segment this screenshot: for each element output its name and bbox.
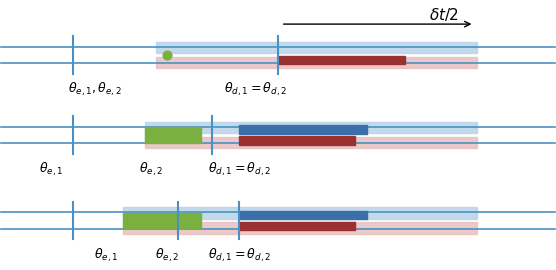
Text: $\theta_{d,1} = \theta_{d,2}$: $\theta_{d,1} = \theta_{d,2}$ bbox=[207, 247, 271, 264]
Bar bbox=[123, 213, 201, 228]
Bar bbox=[145, 137, 477, 148]
Text: $\theta_{d,1} = \theta_{d,2}$: $\theta_{d,1} = \theta_{d,2}$ bbox=[224, 81, 287, 98]
Text: $\delta t/2$: $\delta t/2$ bbox=[429, 6, 459, 23]
Bar bbox=[156, 57, 477, 68]
Text: $\theta_{e,1}$: $\theta_{e,1}$ bbox=[39, 161, 63, 178]
Text: $\theta_{e,2}$: $\theta_{e,2}$ bbox=[155, 247, 180, 264]
Bar bbox=[145, 122, 477, 133]
Bar bbox=[239, 136, 355, 145]
Point bbox=[163, 53, 172, 57]
Bar bbox=[123, 207, 477, 219]
Bar bbox=[156, 42, 477, 53]
Bar bbox=[239, 222, 355, 230]
Text: $\theta_{e,1}$: $\theta_{e,1}$ bbox=[95, 247, 118, 264]
Bar bbox=[145, 127, 201, 143]
Bar bbox=[239, 211, 366, 220]
Text: $\theta_{e,1}, \theta_{e,2}$: $\theta_{e,1}, \theta_{e,2}$ bbox=[68, 81, 122, 98]
Bar bbox=[123, 222, 477, 234]
Bar bbox=[239, 125, 366, 134]
Text: $\theta_{e,2}$: $\theta_{e,2}$ bbox=[138, 161, 163, 178]
Bar bbox=[278, 56, 405, 65]
Text: $\theta_{d,1} = \theta_{d,2}$: $\theta_{d,1} = \theta_{d,2}$ bbox=[207, 161, 271, 178]
